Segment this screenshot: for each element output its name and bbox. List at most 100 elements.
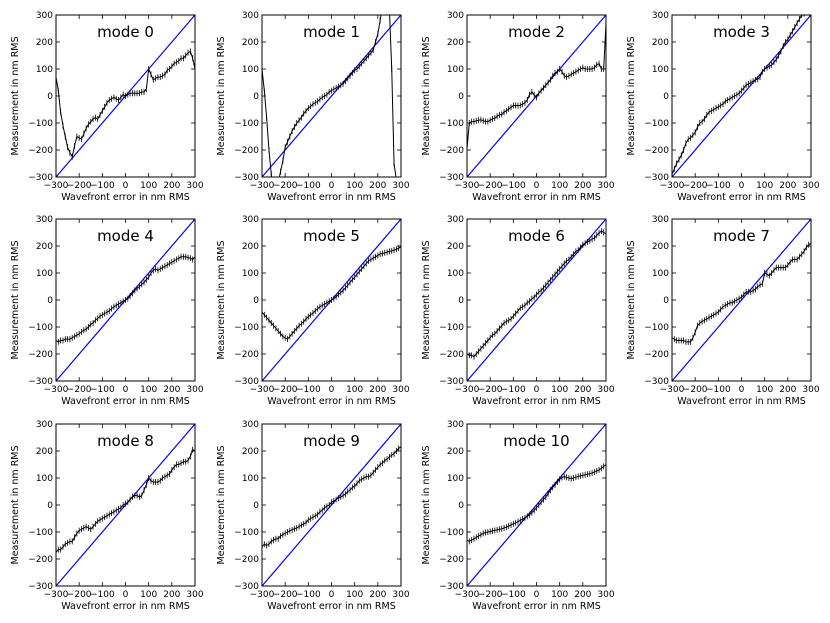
x-tick-label: 0 bbox=[329, 590, 335, 600]
x-tick-label: 0 bbox=[739, 181, 745, 191]
y-tick-label: 100 bbox=[242, 474, 259, 484]
y-tick-label: −200 bbox=[234, 555, 259, 565]
y-tick-label: −300 bbox=[439, 377, 464, 387]
subplot-2: −300−200−100 0 100 200 300−300−200−100010020… bbox=[421, 11, 615, 203]
subplot-title: mode 10 bbox=[503, 432, 569, 450]
y-tick-label: 100 bbox=[652, 269, 669, 279]
y-tick-label: 200 bbox=[242, 447, 259, 457]
x-tick-label: 100 bbox=[756, 181, 773, 191]
x-tick-label: 300 bbox=[392, 181, 409, 191]
subplot-6: −300−200−100 0 100 200 300−300−200−100010020… bbox=[421, 215, 615, 407]
y-tick-label: 100 bbox=[36, 65, 53, 75]
x-tick-label: −200 bbox=[273, 181, 298, 191]
x-axis-label: Wavefront error in nm RMS bbox=[472, 601, 601, 612]
y-tick-label: −300 bbox=[439, 582, 464, 592]
x-axis-label: Wavefront error in nm RMS bbox=[677, 396, 806, 407]
x-tick-label: 0 bbox=[739, 385, 745, 395]
x-tick-label: −200 bbox=[67, 181, 92, 191]
x-tick-label: −300 bbox=[455, 385, 480, 395]
y-tick-label: −200 bbox=[644, 350, 669, 360]
x-tick-label: 300 bbox=[597, 590, 614, 600]
y-tick-label: −300 bbox=[234, 582, 259, 592]
y-tick-label: −200 bbox=[28, 555, 53, 565]
x-tick-label: 300 bbox=[186, 590, 203, 600]
x-tick-label: 100 bbox=[551, 590, 568, 600]
y-tick-label: 0 bbox=[663, 92, 669, 102]
x-tick-label: 0 bbox=[123, 181, 129, 191]
x-tick-label: −300 bbox=[250, 590, 275, 600]
y-tick-label: −200 bbox=[439, 146, 464, 156]
y-axis-label: Measurement in nm RMS bbox=[10, 36, 21, 155]
y-axis-label: Measurement in nm RMS bbox=[10, 240, 21, 359]
x-tick-label: −300 bbox=[250, 181, 275, 191]
y-tick-label: 100 bbox=[447, 269, 464, 279]
y-tick-label: −300 bbox=[28, 173, 53, 183]
x-axis-label: Wavefront error in nm RMS bbox=[677, 192, 806, 203]
x-tick-label: −100 bbox=[501, 385, 526, 395]
y-tick-label: −100 bbox=[234, 119, 259, 129]
x-tick-label: 100 bbox=[346, 590, 363, 600]
x-tick-label: −200 bbox=[683, 385, 708, 395]
x-tick-label: 0 bbox=[534, 385, 540, 395]
subplot-title: mode 7 bbox=[713, 227, 770, 245]
subplot-3: −300−200−100 0 100 200 300−300−200−100010020… bbox=[626, 11, 820, 203]
x-tick-label: 100 bbox=[140, 590, 157, 600]
x-tick-label: −100 bbox=[90, 590, 115, 600]
x-tick-label: −100 bbox=[90, 181, 115, 191]
y-tick-label: 300 bbox=[447, 11, 464, 21]
x-tick-label: 0 bbox=[123, 590, 129, 600]
subplot-0: −300−200−100 0 100 200 300−300−200−100010020… bbox=[10, 11, 204, 203]
x-tick-label: −200 bbox=[478, 590, 503, 600]
x-tick-label: 0 bbox=[534, 590, 540, 600]
x-tick-label: 200 bbox=[779, 385, 796, 395]
x-tick-label: 300 bbox=[186, 385, 203, 395]
subplot-title: mode 3 bbox=[713, 23, 770, 41]
x-axis-label: Wavefront error in nm RMS bbox=[61, 601, 190, 612]
x-tick-label: 100 bbox=[140, 385, 157, 395]
x-tick-label: −100 bbox=[501, 590, 526, 600]
y-tick-label: 200 bbox=[36, 447, 53, 457]
y-tick-label: 100 bbox=[36, 474, 53, 484]
x-tick-label: −100 bbox=[296, 590, 321, 600]
y-tick-label: −300 bbox=[439, 173, 464, 183]
x-tick-label: 300 bbox=[186, 181, 203, 191]
y-tick-label: −100 bbox=[439, 323, 464, 333]
y-tick-label: −200 bbox=[234, 350, 259, 360]
y-axis-label: Measurement in nm RMS bbox=[421, 445, 432, 564]
x-tick-label: 300 bbox=[392, 590, 409, 600]
y-tick-label: −200 bbox=[28, 350, 53, 360]
y-tick-label: 300 bbox=[652, 11, 669, 21]
y-tick-label: 200 bbox=[652, 242, 669, 252]
y-tick-label: −300 bbox=[644, 377, 669, 387]
x-tick-label: −300 bbox=[44, 385, 69, 395]
x-tick-label: 200 bbox=[369, 385, 386, 395]
y-tick-label: 300 bbox=[242, 215, 259, 225]
y-axis-label: Measurement in nm RMS bbox=[421, 36, 432, 155]
x-tick-label: 0 bbox=[329, 385, 335, 395]
x-tick-label: 200 bbox=[163, 181, 180, 191]
y-axis-label: Measurement in nm RMS bbox=[10, 445, 21, 564]
y-tick-label: −300 bbox=[28, 582, 53, 592]
x-tick-label: 0 bbox=[534, 181, 540, 191]
x-tick-label: −100 bbox=[90, 385, 115, 395]
y-tick-label: −300 bbox=[234, 173, 259, 183]
x-tick-label: −200 bbox=[67, 385, 92, 395]
x-tick-label: 300 bbox=[597, 385, 614, 395]
subplot-title: mode 6 bbox=[508, 227, 565, 245]
subplot-title: mode 0 bbox=[97, 23, 154, 41]
x-tick-label: −200 bbox=[478, 385, 503, 395]
x-axis-label: Wavefront error in nm RMS bbox=[61, 192, 190, 203]
y-tick-label: 0 bbox=[458, 92, 464, 102]
x-tick-label: −200 bbox=[478, 181, 503, 191]
x-tick-label: 100 bbox=[346, 181, 363, 191]
y-tick-label: 0 bbox=[47, 92, 53, 102]
x-tick-label: −100 bbox=[501, 181, 526, 191]
x-tick-label: 0 bbox=[329, 181, 335, 191]
subplot-5: −300−200−100 0 100 200 300−300−200−100010020… bbox=[216, 215, 410, 407]
x-tick-label: 300 bbox=[802, 181, 819, 191]
x-tick-label: 200 bbox=[163, 385, 180, 395]
subplot-10: −300−200−100 0 100 200 300−300−200−100010020… bbox=[421, 420, 615, 612]
y-tick-label: 0 bbox=[47, 501, 53, 511]
x-tick-label: −300 bbox=[660, 385, 685, 395]
y-tick-label: 300 bbox=[447, 420, 464, 430]
